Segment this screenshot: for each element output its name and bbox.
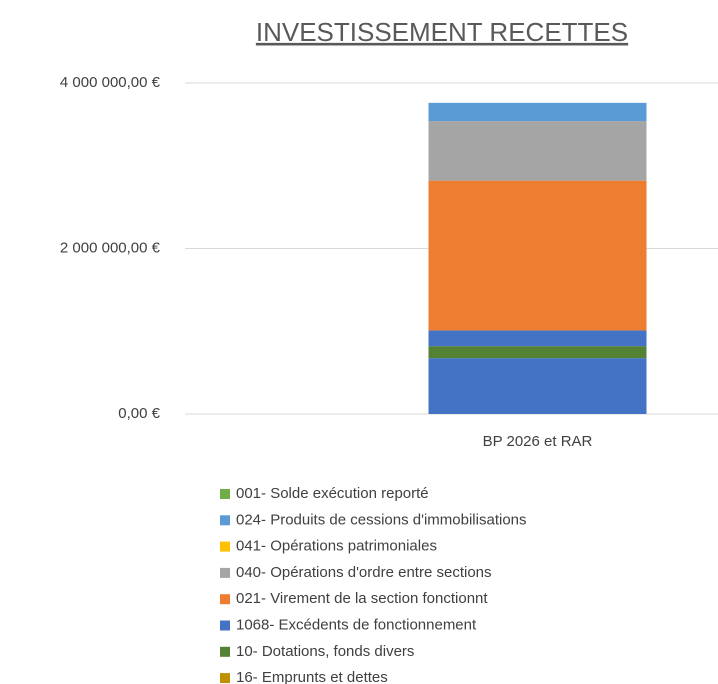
y-tick-label: 0,00 € xyxy=(118,405,160,422)
legend-label: 041- Opérations patrimoniales xyxy=(236,538,437,555)
chart-title: INVESTISSEMENT RECETTES xyxy=(256,17,628,47)
legend-label: 16- Emprunts et dettes xyxy=(236,669,388,684)
legend-swatch xyxy=(220,489,230,499)
bar-segment xyxy=(428,180,647,331)
y-tick-label: 4 000 000,00 € xyxy=(60,74,161,91)
x-tick-label: BP 2026 et RAR xyxy=(483,433,593,450)
legend-swatch xyxy=(220,541,230,552)
bar-segment xyxy=(428,121,647,181)
y-tick-label: 2 000 000,00 € xyxy=(60,239,161,256)
bar-segment xyxy=(428,102,647,122)
legend-swatch xyxy=(220,673,230,684)
legend-label: 021- Virement de la section fonctionnt xyxy=(236,590,488,607)
legend-label: 001- Solde exécution reporté xyxy=(236,485,429,502)
legend-label: 024- Produits de cessions d'immobilisati… xyxy=(236,511,527,528)
legend-swatch xyxy=(220,594,230,605)
bar-segment xyxy=(428,330,647,347)
legend-label: 1068- Excédents de fonctionnement xyxy=(236,616,477,633)
legend-swatch xyxy=(220,646,230,657)
legend-label: 040- Opérations d'ordre entre sections xyxy=(236,564,492,581)
legend-swatch xyxy=(220,620,230,631)
bar-segment xyxy=(428,346,647,359)
legend-swatch xyxy=(220,515,230,526)
legend-swatch xyxy=(220,567,230,578)
bar-segment xyxy=(428,358,647,414)
legend-label: 10- Dotations, fonds divers xyxy=(236,643,414,660)
